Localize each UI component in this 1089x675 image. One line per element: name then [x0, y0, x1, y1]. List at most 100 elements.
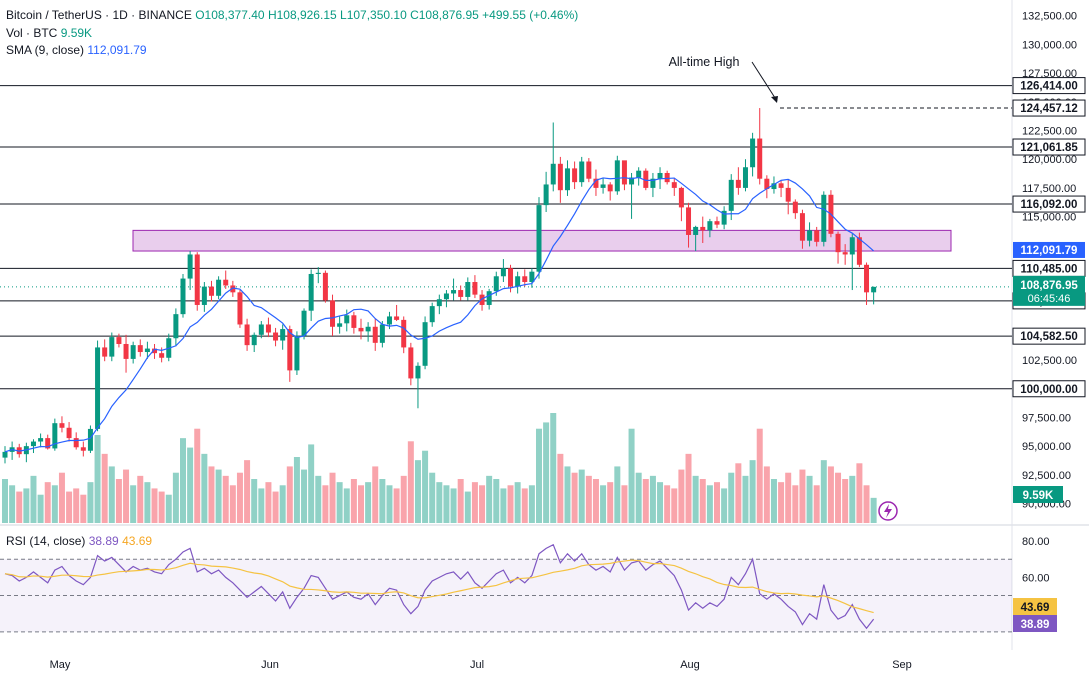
candle-body — [194, 254, 200, 305]
candle-body — [572, 168, 578, 183]
price-tick-label: 132,500.00 — [1022, 11, 1077, 23]
volume-bar — [194, 428, 201, 523]
ohlc-open: O108,377.40 — [195, 8, 265, 22]
candle-body — [365, 326, 371, 332]
volume-bar — [714, 482, 720, 523]
volume-bar — [436, 482, 443, 523]
volume-bar — [80, 494, 87, 523]
date-tick-label: Sep — [892, 659, 912, 671]
price-tick-label: 102,500.00 — [1022, 355, 1077, 367]
volume-bar — [543, 422, 550, 523]
candle-body — [764, 178, 770, 190]
volume-bar — [400, 475, 407, 523]
volume-bar — [550, 413, 557, 523]
volume-bar — [422, 450, 429, 523]
volume-bar — [614, 466, 621, 523]
volume-bar — [557, 453, 564, 523]
volume-bar — [115, 479, 122, 523]
volume-bar — [365, 482, 372, 523]
candle-body — [693, 226, 699, 235]
volume-bar — [564, 466, 571, 523]
candle-body — [30, 441, 36, 447]
candle-body — [664, 172, 670, 183]
candle-body — [500, 268, 506, 277]
volume-bar — [393, 488, 400, 523]
candle-body — [671, 182, 677, 188]
candle-body — [2, 451, 8, 458]
volume-bar — [649, 475, 656, 523]
volume-bar — [728, 472, 735, 523]
candle-body — [614, 160, 620, 192]
zone-rect — [132, 229, 952, 252]
level-tag-label: 110,485.00 — [1021, 263, 1078, 275]
level-tag-label: 121,061.85 — [1020, 142, 1078, 154]
volume-bar — [628, 428, 635, 523]
date-tick-label: Aug — [680, 659, 700, 671]
rsi-tick-label: 60.00 — [1022, 572, 1050, 584]
volume-bar — [635, 472, 642, 523]
volume-bar — [123, 469, 130, 523]
volume-bar — [386, 485, 393, 523]
volume-bar — [742, 475, 749, 523]
legend-sma-row[interactable]: SMA (9, close) 112,091.79 — [6, 43, 147, 57]
candle-body — [508, 268, 514, 287]
volume-bar — [258, 488, 265, 523]
candle-body — [650, 178, 656, 188]
volume-bar — [585, 475, 592, 523]
price-tick-label: 120,000.00 — [1022, 154, 1077, 166]
volume-bar — [664, 485, 671, 523]
legend-volume-row[interactable]: Vol · BTC 9.59K — [6, 26, 92, 40]
candle-body — [208, 286, 214, 296]
volume-bar — [180, 438, 186, 523]
volume-bar — [536, 428, 542, 523]
volume-label: Vol · BTC — [6, 26, 58, 40]
candle-body — [814, 230, 820, 242]
volume-bar — [137, 475, 144, 523]
candle-body — [600, 184, 606, 188]
candle-body — [721, 210, 727, 225]
volume-bar — [842, 479, 849, 523]
volume-bar — [293, 457, 300, 523]
volume-bar — [763, 466, 770, 523]
lightning-glyph — [884, 504, 892, 518]
candle-body — [173, 314, 179, 339]
volume-bar — [343, 488, 350, 523]
sma-line — [4, 176, 875, 453]
volume-bar — [785, 472, 792, 523]
volume-bar — [678, 469, 685, 523]
price-axis[interactable]: 90,000.0092,500.0095,000.0097,500.00100,… — [50, 11, 1086, 671]
volume-bar — [778, 482, 785, 523]
volume-bar — [657, 482, 664, 523]
candle-body — [137, 345, 143, 353]
candle-body — [422, 322, 428, 366]
volume-bar — [450, 488, 457, 523]
candle-body — [130, 345, 136, 359]
candle-body — [216, 279, 222, 296]
volume-bar — [621, 485, 628, 523]
candle-body — [529, 271, 535, 283]
legend-rsi-row[interactable]: RSI (14, close) 38.89 43.69 — [6, 534, 152, 548]
volume-bar — [863, 485, 870, 523]
ohlc-low: L107,350.10 — [340, 8, 407, 22]
volume-bar — [30, 475, 37, 523]
candle-body — [59, 423, 65, 428]
candle-body — [66, 427, 72, 439]
candle-body — [38, 438, 44, 442]
volume-bar — [329, 472, 336, 523]
volume-bar — [770, 479, 777, 523]
candle-body — [152, 348, 158, 354]
rsi-tag — [1013, 615, 1057, 632]
volume-bar — [9, 485, 16, 523]
candle-body — [358, 327, 364, 332]
candle-body — [643, 170, 649, 188]
candle-body — [842, 252, 848, 255]
chart-grid — [0, 0, 1089, 650]
legend-symbol-row[interactable]: Bitcoin / TetherUS · 1D · BINANCE O108,3… — [6, 8, 578, 22]
candle-body — [735, 179, 741, 188]
candle-body — [621, 160, 627, 185]
volume-bar — [443, 485, 450, 523]
candle-body — [636, 170, 642, 178]
volume-tag — [1013, 486, 1063, 503]
candle-body — [95, 347, 101, 429]
